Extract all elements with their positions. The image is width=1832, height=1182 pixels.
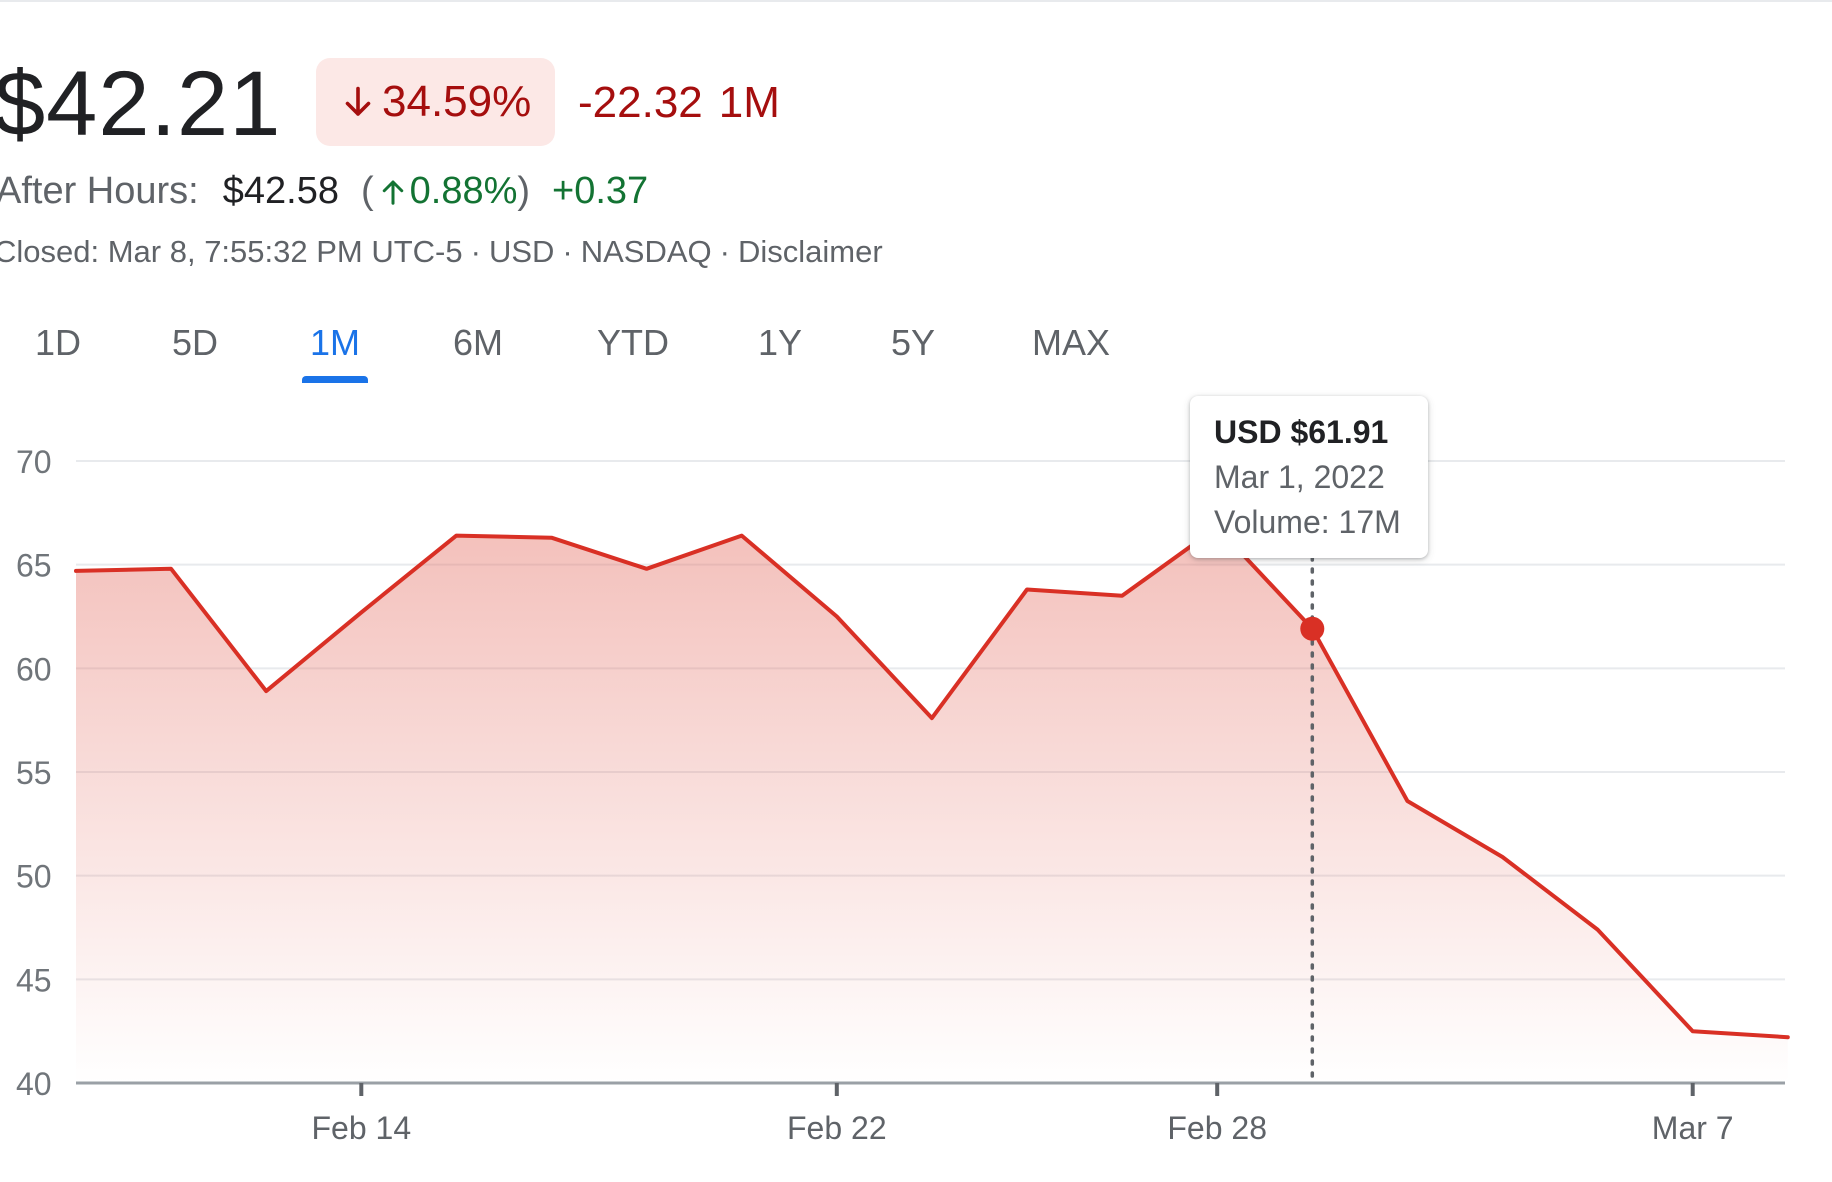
- tooltip-date: Mar 1, 2022: [1214, 459, 1385, 495]
- range-tab-6m[interactable]: 6M: [453, 322, 503, 364]
- after-hours-row: After Hours: $42.58 ( 0.88% ) +0.37: [0, 170, 648, 213]
- y-tick-label: 40: [16, 1066, 52, 1102]
- range-tab-label: 1M: [309, 322, 361, 363]
- current-price: $42.21: [0, 53, 282, 155]
- range-tab-1y[interactable]: 1Y: [758, 322, 802, 364]
- price-area-fill: [76, 527, 1788, 1083]
- range-tab-5d[interactable]: 5D: [172, 322, 218, 364]
- range-tab-1d[interactable]: 1D: [35, 322, 81, 364]
- active-tab-indicator: [301, 376, 369, 383]
- change-value: -22.32: [578, 78, 703, 127]
- after-hours-percent: 0.88%: [409, 170, 518, 212]
- range-tab-1m[interactable]: 1M: [301, 322, 369, 383]
- change-period: 1M: [718, 78, 780, 127]
- currency: USD: [488, 234, 555, 269]
- y-tick-label: 50: [16, 859, 52, 895]
- y-tick-label: 60: [16, 651, 52, 687]
- y-tick-label: 70: [16, 444, 52, 480]
- absolute-change: -22.32 1M: [578, 78, 780, 128]
- x-tick-label: Feb 28: [1167, 1110, 1267, 1146]
- arrow-down-icon: [345, 86, 371, 116]
- x-tick-label: Feb 22: [787, 1110, 887, 1146]
- close-paren: ): [517, 170, 531, 212]
- price-chart[interactable]: 70 65 60 55 50 45 40 Feb 14 Feb 22 Feb 28 Mar 7: [0, 400, 1832, 1182]
- after-hours-label: After Hours:: [0, 170, 199, 212]
- x-tick-label: Feb 14: [311, 1110, 411, 1146]
- range-tab-label: 5Y: [890, 322, 936, 363]
- after-hours-price: $42.58: [222, 170, 339, 212]
- tooltip-price: USD $61.91: [1214, 414, 1389, 450]
- exchange: NASDAQ: [580, 234, 712, 269]
- quote-header: $42.21 34.59% -22.32 1M: [0, 48, 1000, 158]
- tooltip-volume: Volume: 17M: [1214, 504, 1401, 540]
- range-tab-label: 6M: [452, 322, 504, 363]
- price-tooltip: USD $61.91 Mar 1, 2022 Volume: 17M: [1190, 396, 1428, 558]
- separator: ·: [562, 234, 573, 269]
- range-tab-label: YTD: [597, 322, 669, 363]
- range-tab-5y[interactable]: 5Y: [891, 322, 935, 364]
- market-status-line: Closed: Mar 8, 7:55:32 PM UTC-5 · USD · NASD…: [0, 234, 883, 270]
- range-tab-ytd[interactable]: YTD: [597, 322, 669, 364]
- range-tab-label: 1D: [34, 322, 82, 363]
- range-tab-label: 1Y: [757, 322, 803, 363]
- top-divider: [0, 0, 1832, 2]
- range-tab-label: 5D: [171, 322, 219, 363]
- percent-change: 34.59%: [382, 77, 532, 126]
- x-tick-label: Mar 7: [1652, 1110, 1734, 1146]
- range-tab-label: MAX: [1031, 322, 1111, 363]
- y-tick-label: 45: [16, 962, 52, 998]
- range-tabs: 1D 5D 1M 6M YTD 1Y 5Y MAX: [0, 322, 1200, 388]
- y-tick-label: 55: [16, 755, 52, 791]
- y-tick-label: 65: [16, 548, 52, 584]
- closed-timestamp: Closed: Mar 8, 7:55:32 PM UTC-5: [0, 234, 463, 269]
- hover-point: [1300, 616, 1325, 641]
- arrow-up-icon: [382, 180, 403, 205]
- open-paren: (: [360, 170, 374, 212]
- separator: ·: [719, 234, 730, 269]
- after-hours-percent-change: ( 0.88% ): [361, 170, 530, 213]
- separator: ·: [470, 234, 481, 269]
- percent-change-badge: 34.59%: [316, 58, 556, 146]
- range-tab-max[interactable]: MAX: [1032, 322, 1110, 364]
- after-hours-change-value: +0.37: [552, 170, 649, 212]
- disclaimer-link[interactable]: Disclaimer: [737, 234, 883, 269]
- price-line: [74, 525, 1790, 1040]
